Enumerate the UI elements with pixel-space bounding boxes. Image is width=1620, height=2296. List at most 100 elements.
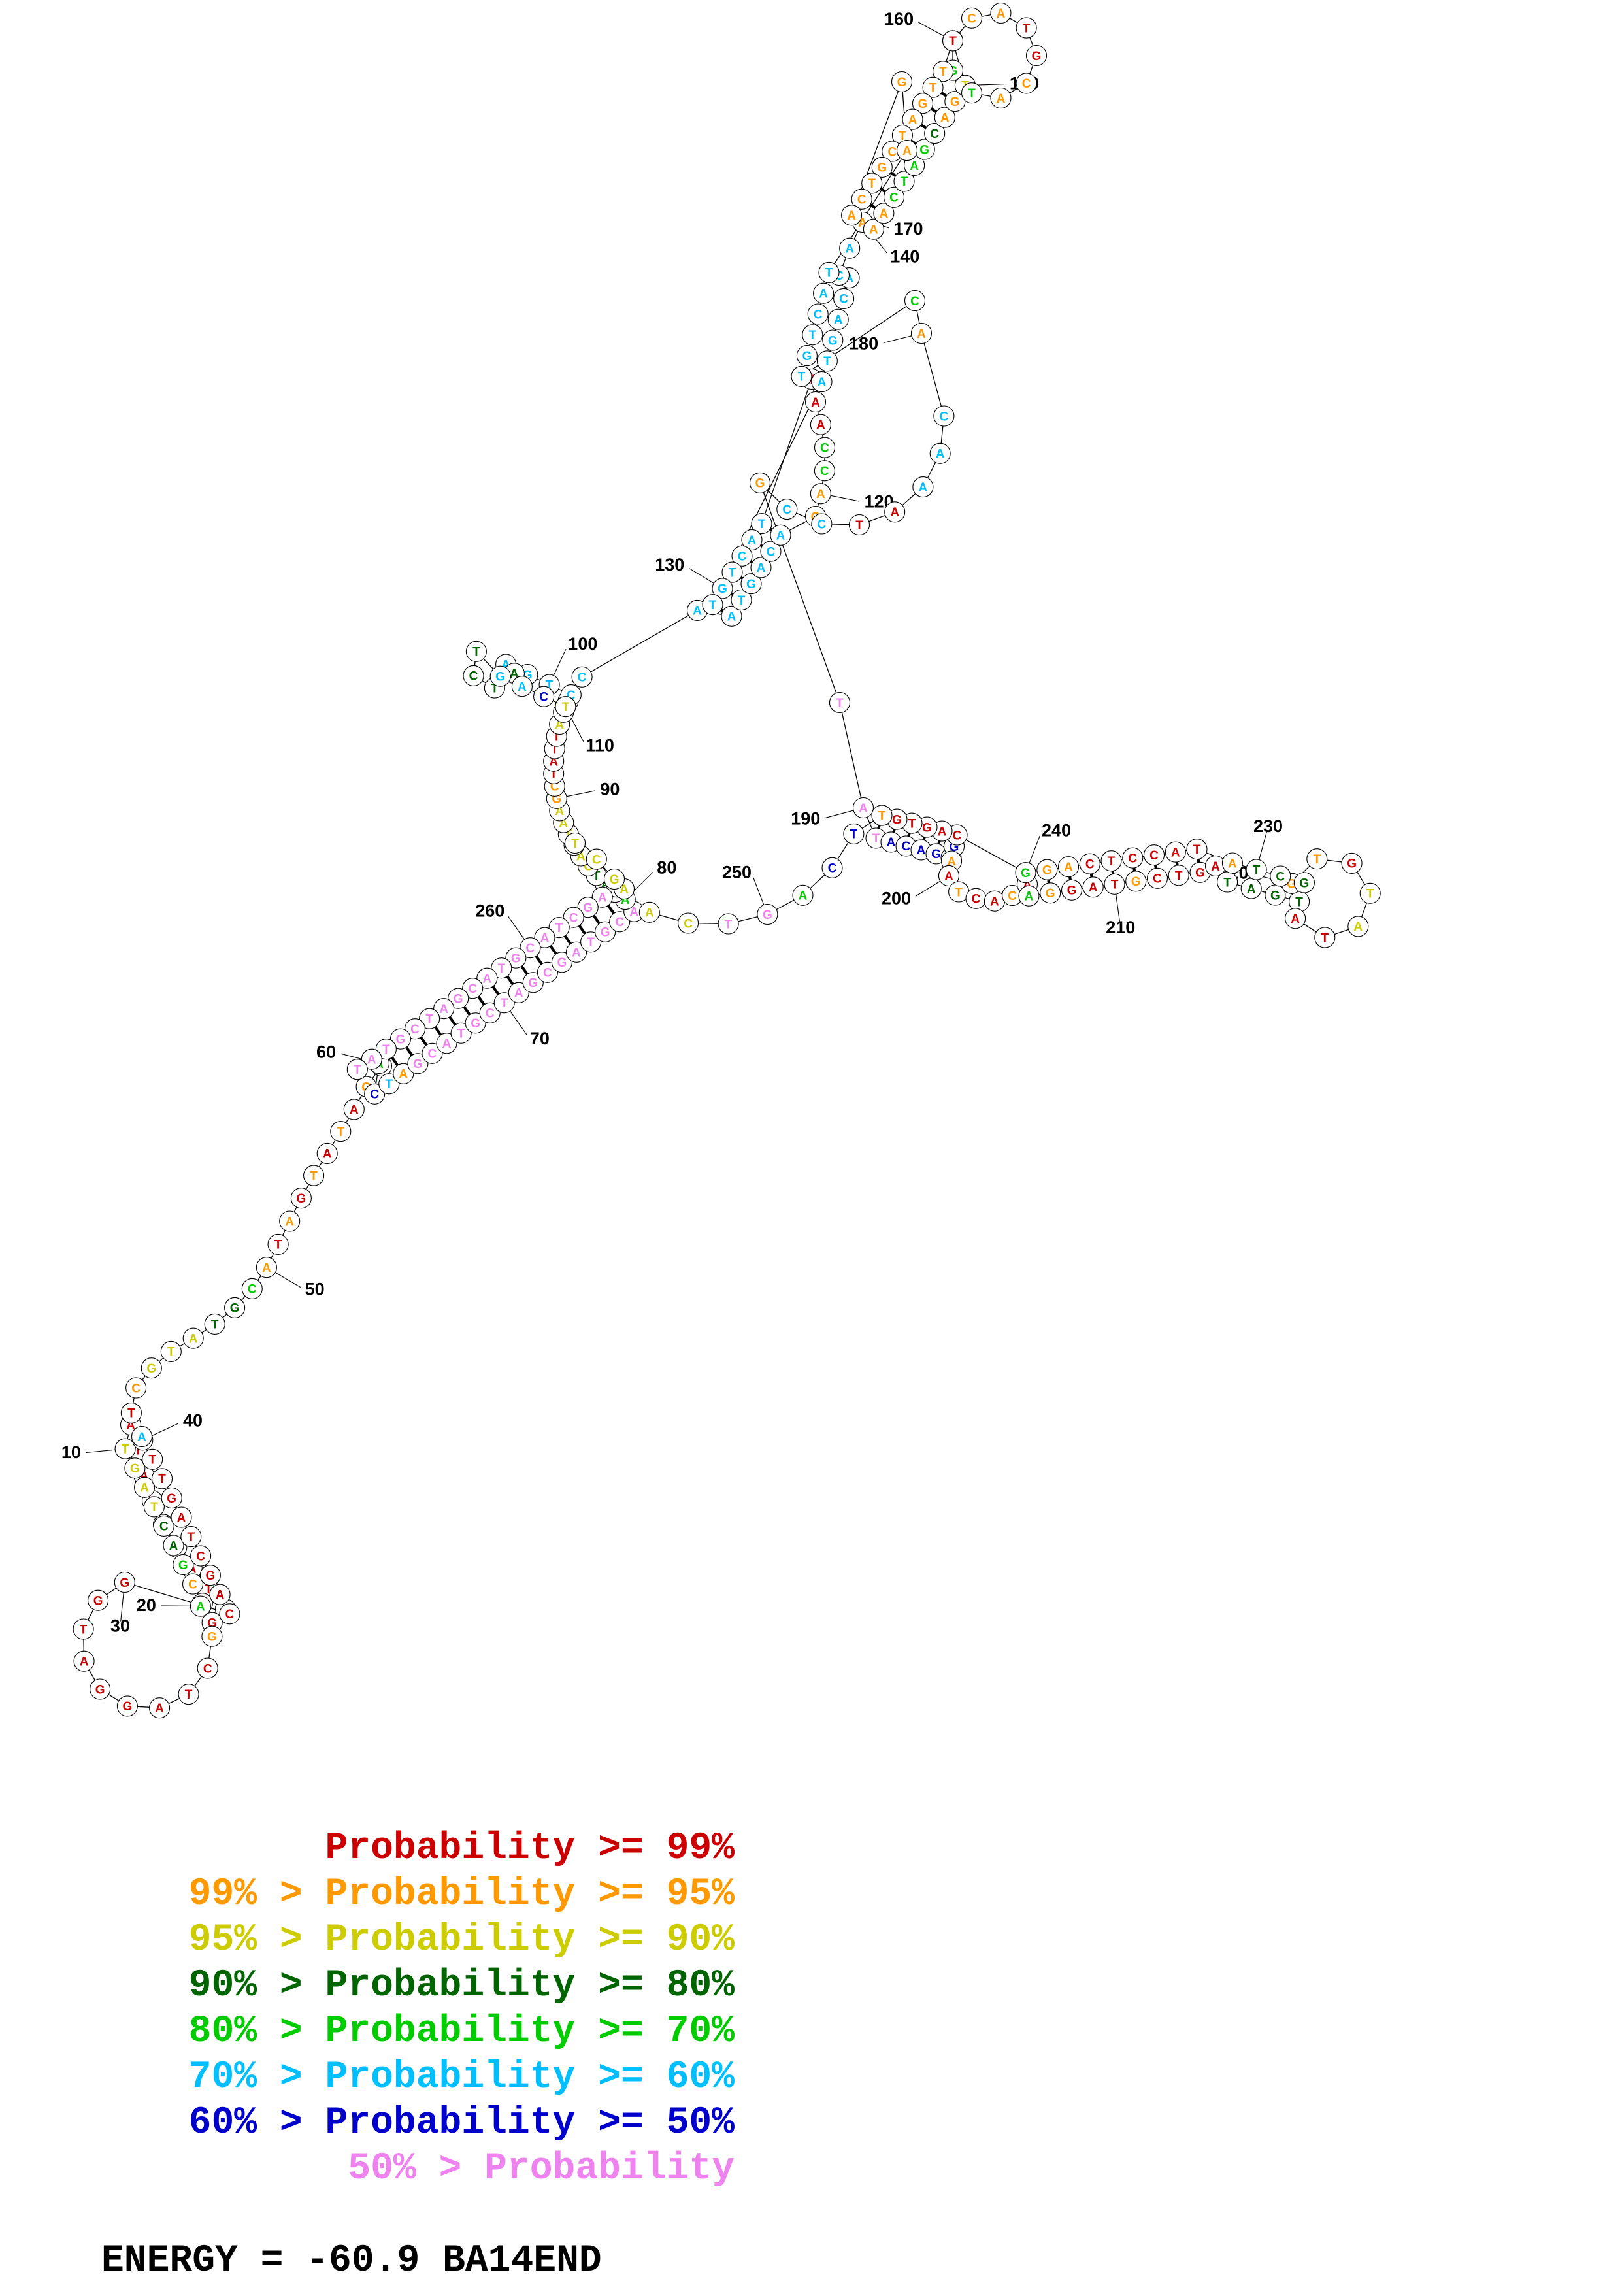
svg-text:30: 30 [110, 1616, 130, 1636]
svg-text:C: C [889, 191, 899, 205]
svg-text:G: G [1300, 876, 1310, 890]
svg-text:C: C [196, 1550, 205, 1563]
svg-text:T: T [1366, 888, 1374, 901]
svg-text:A: A [140, 1482, 149, 1495]
svg-text:A: A [757, 561, 766, 575]
svg-text:T: T [709, 599, 717, 612]
svg-text:G: G [1195, 867, 1205, 880]
svg-text:170: 170 [894, 219, 923, 239]
svg-text:G: G [1067, 884, 1077, 898]
svg-text:A: A [137, 1431, 146, 1444]
svg-text:G: G [1042, 864, 1052, 878]
svg-text:T: T [1321, 931, 1329, 945]
svg-text:A: A [869, 224, 878, 237]
svg-text:G: G [1046, 887, 1055, 901]
svg-text:G: G [877, 161, 887, 175]
svg-text:A: A [155, 1702, 164, 1716]
svg-text:T: T [808, 329, 816, 342]
svg-text:G: G [413, 1057, 423, 1071]
svg-text:T: T [457, 1027, 465, 1041]
svg-text:T: T [122, 1443, 129, 1457]
svg-text:A: A [442, 1037, 452, 1051]
svg-text:80: 80 [657, 858, 676, 878]
svg-text:C: C [910, 295, 919, 308]
svg-text:T: T [955, 886, 963, 899]
svg-text:G: G [897, 76, 907, 90]
svg-text:C: C [578, 671, 587, 685]
svg-text:T: T [868, 177, 876, 191]
svg-text:A: A [693, 605, 702, 618]
svg-text:T: T [836, 697, 844, 710]
svg-text:G: G [763, 908, 772, 922]
svg-text:A: A [776, 529, 785, 543]
svg-text:T: T [1023, 22, 1031, 35]
svg-text:C: C [684, 917, 693, 931]
svg-text:G: G [123, 1700, 133, 1714]
svg-text:A: A [917, 844, 926, 857]
svg-text:20: 20 [137, 1595, 156, 1615]
svg-text:C: C [370, 1088, 379, 1102]
svg-text:T: T [571, 837, 579, 851]
svg-text:T: T [385, 1078, 393, 1091]
svg-text:250: 250 [722, 863, 752, 882]
svg-text:T: T [472, 646, 480, 659]
svg-text:G: G [828, 334, 838, 348]
svg-text:A: A [819, 288, 828, 301]
svg-text:T: T [949, 35, 957, 48]
svg-text:C: C [930, 127, 939, 141]
svg-text:G: G [297, 1192, 306, 1206]
svg-text:T: T [187, 1531, 195, 1544]
svg-text:T: T [167, 1346, 175, 1359]
svg-text:C: C [468, 982, 477, 996]
svg-text:C: C [1276, 870, 1285, 884]
svg-text:ENERGY = -60.9 BA14END: ENERGY = -60.9 BA14END [101, 2240, 602, 2282]
svg-text:T: T [80, 1623, 88, 1637]
svg-text:A: A [845, 242, 854, 256]
svg-text:C: C [972, 893, 981, 907]
svg-text:T: T [929, 82, 937, 95]
svg-text:A: A [482, 973, 491, 986]
svg-text:A: A [367, 1054, 376, 1067]
svg-text:A: A [919, 481, 928, 495]
svg-text:G: G [1270, 889, 1280, 903]
svg-text:C: C [248, 1283, 257, 1297]
svg-text:60% > Probability >= 50%: 60% > Probability >= 50% [189, 2102, 735, 2144]
svg-text:T: T [1223, 876, 1231, 890]
svg-text:95% > Probability >= 90%: 95% > Probability >= 90% [189, 1919, 735, 1961]
svg-text:A: A [936, 448, 945, 461]
svg-text:C: C [526, 942, 535, 956]
svg-text:T: T [501, 997, 508, 1010]
svg-text:40: 40 [183, 1411, 203, 1431]
svg-text:A: A [177, 1511, 186, 1525]
svg-text:130: 130 [655, 555, 684, 574]
svg-text:A: A [847, 209, 856, 223]
svg-text:C: C [1128, 852, 1137, 866]
svg-text:T: T [1175, 869, 1183, 883]
svg-text:A: A [859, 802, 868, 816]
svg-text:G: G [718, 582, 727, 596]
svg-text:A: A [518, 680, 527, 694]
svg-text:90: 90 [600, 779, 620, 799]
svg-text:A: A [938, 825, 947, 839]
svg-text:T: T [150, 1501, 158, 1514]
svg-text:C: C [1153, 873, 1162, 886]
svg-text:G: G [511, 952, 521, 966]
svg-text:A: A [598, 891, 607, 905]
svg-text:A: A [902, 144, 912, 158]
svg-text:G: G [130, 1462, 140, 1476]
svg-text:C: C [839, 293, 848, 307]
svg-text:T: T [211, 1318, 219, 1332]
svg-text:T: T [850, 828, 858, 842]
svg-text:A: A [940, 111, 950, 125]
svg-text:C: C [203, 1662, 212, 1676]
svg-text:A: A [1025, 890, 1034, 904]
svg-text:G: G [918, 97, 928, 111]
svg-text:A: A [818, 376, 827, 390]
svg-text:A: A [997, 7, 1006, 21]
svg-text:180: 180 [849, 334, 878, 354]
svg-text:C: C [225, 1608, 235, 1622]
svg-text:C: C [159, 1520, 169, 1534]
svg-text:C: C [953, 829, 962, 842]
svg-text:T: T [725, 918, 733, 931]
svg-text:T: T [855, 519, 863, 533]
